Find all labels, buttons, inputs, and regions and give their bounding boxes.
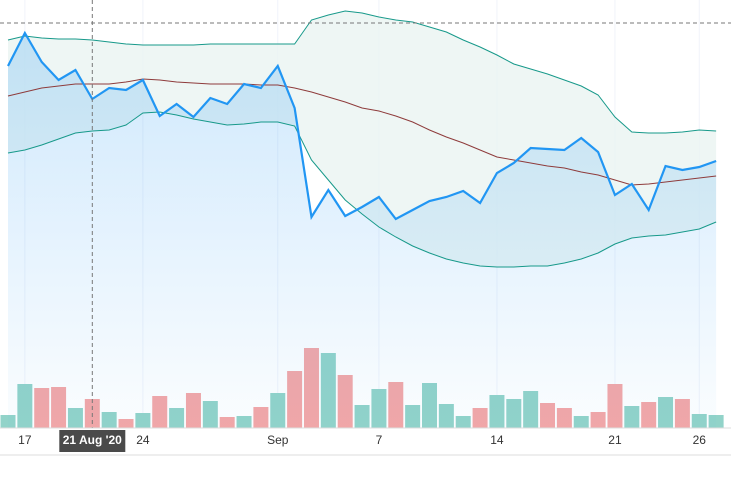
series-line <box>7 78 717 186</box>
x-tick-label: Sep <box>267 433 289 447</box>
series-line <box>7 111 717 268</box>
x-tick-label: 24 <box>136 433 150 447</box>
x-tick-label: 17 <box>18 433 32 447</box>
x-tick-label: 21 <box>608 433 622 447</box>
price-area <box>8 33 717 428</box>
crosshair-label-box <box>59 430 126 452</box>
x-tick-label: 7 <box>376 433 383 447</box>
x-tick-label: 14 <box>490 433 504 447</box>
crosshair-label: 21 Aug '20 <box>63 433 122 447</box>
series-line <box>7 30 717 221</box>
x-tick-label: 26 <box>693 433 707 447</box>
series-line <box>7 10 717 134</box>
